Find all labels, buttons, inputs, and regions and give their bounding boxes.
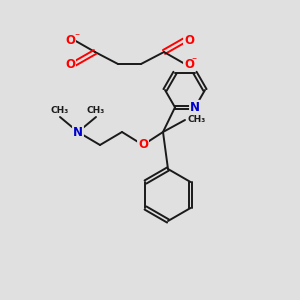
Text: CH₃: CH₃ <box>87 106 105 115</box>
Text: O: O <box>65 58 75 70</box>
Text: ⁻: ⁻ <box>74 32 80 42</box>
Text: ⁻: ⁻ <box>191 56 196 66</box>
Text: CH₃: CH₃ <box>187 116 205 124</box>
Text: O: O <box>65 34 75 46</box>
Text: O: O <box>138 139 148 152</box>
Text: N: N <box>190 101 200 114</box>
Text: CH₃: CH₃ <box>51 106 69 115</box>
Text: O: O <box>184 34 194 46</box>
Text: O: O <box>184 58 194 70</box>
Text: N: N <box>73 125 83 139</box>
